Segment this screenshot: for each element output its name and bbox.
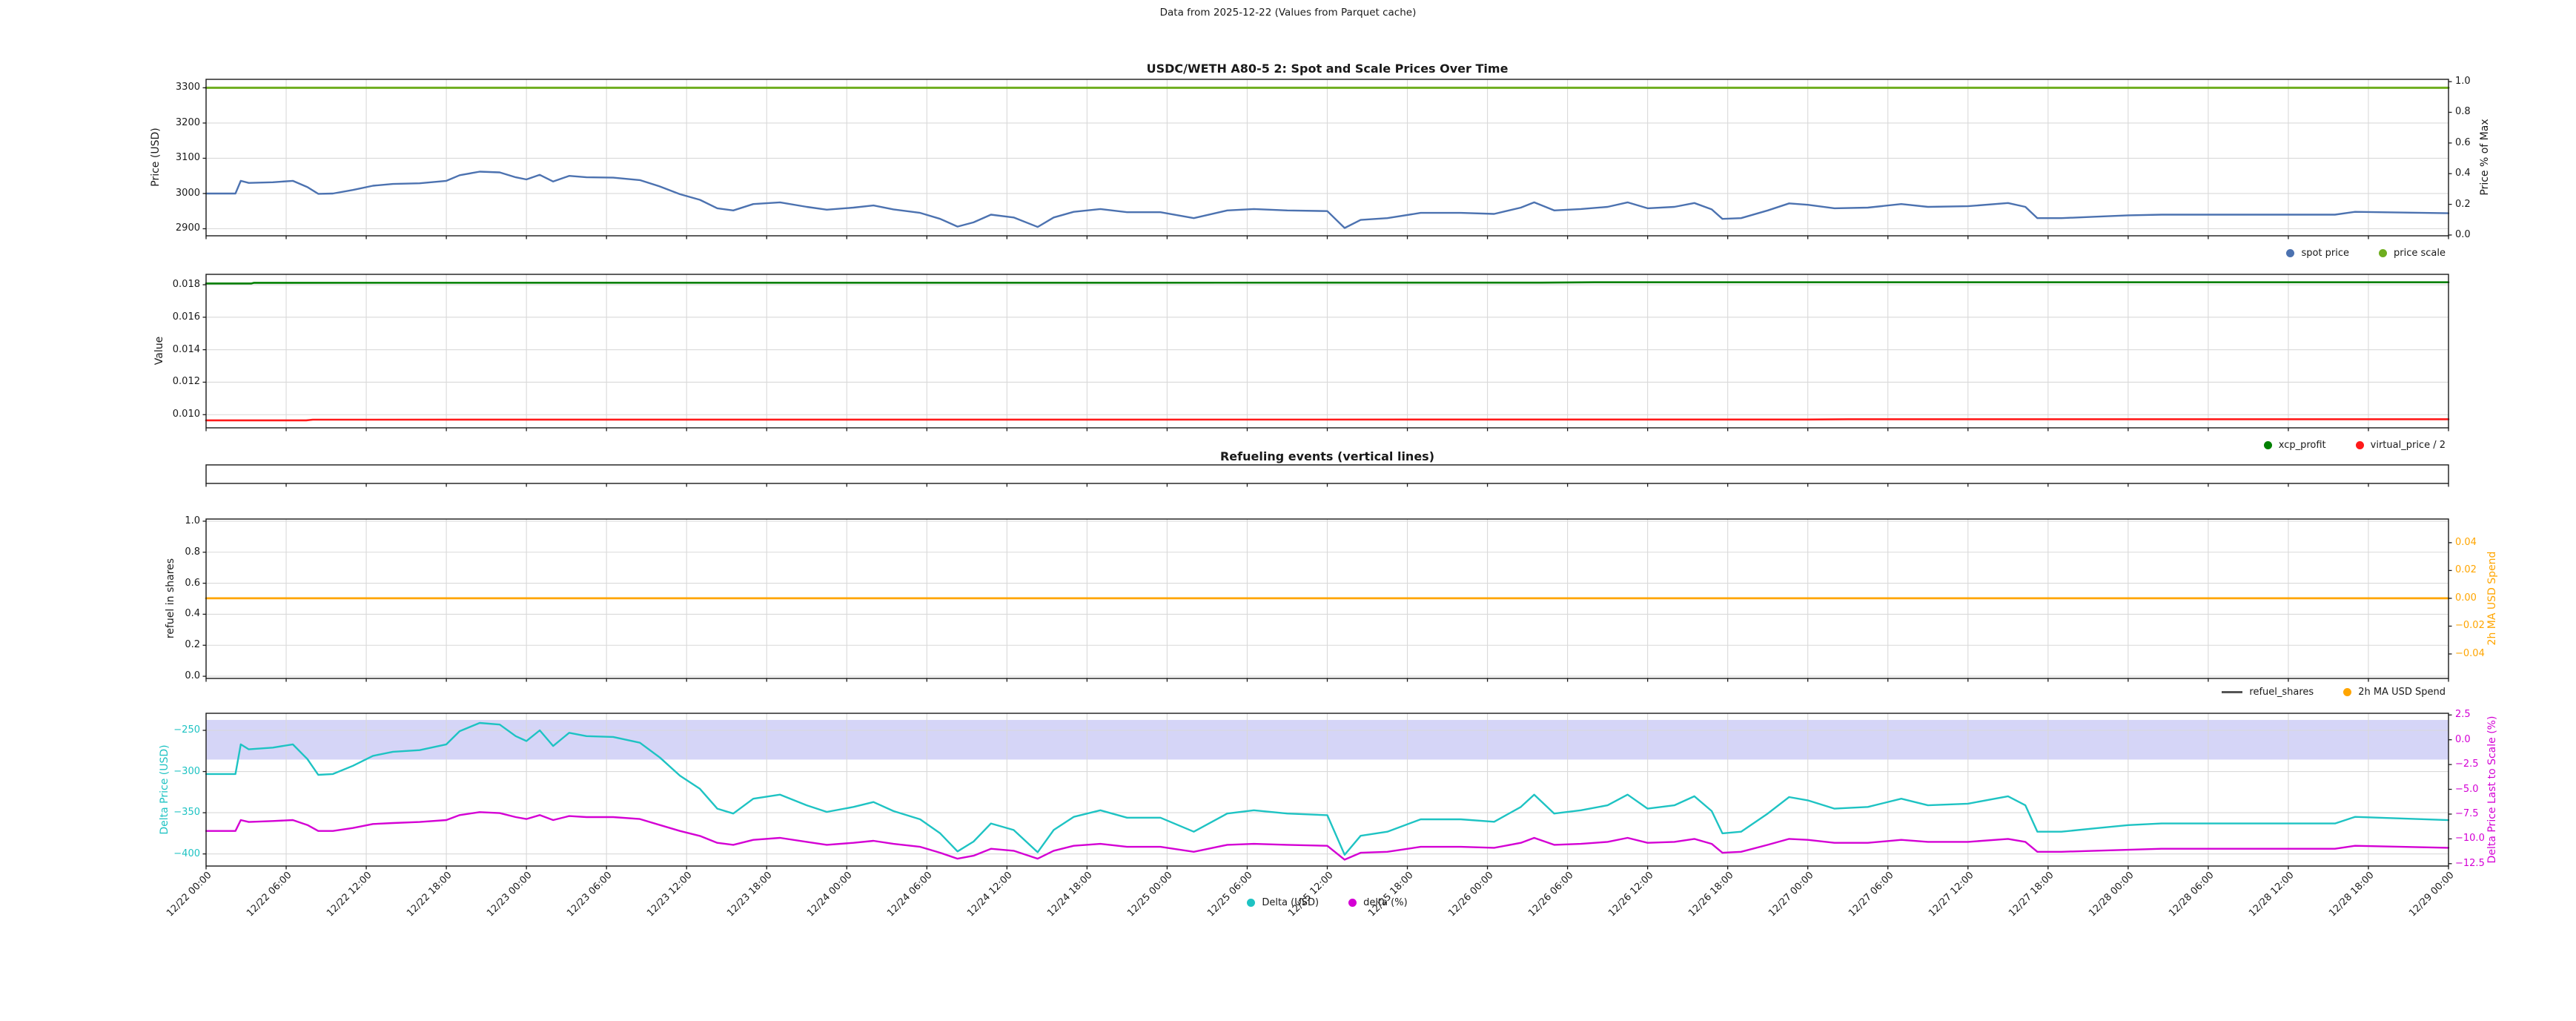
legend-dot-icon bbox=[2379, 248, 2388, 257]
legend-dot-icon bbox=[1247, 898, 1256, 907]
y-tick-label: 2.5 bbox=[2455, 709, 2471, 721]
y-tick-label: −10.0 bbox=[2455, 833, 2485, 845]
y-tick-label: −350 bbox=[173, 807, 200, 819]
legend-refuel: refuel_shares 2h MA USD Spend bbox=[2222, 684, 2446, 699]
y-tick-label: 0.6 bbox=[185, 577, 200, 589]
series-xcp-profit-line bbox=[205, 281, 2450, 285]
legend-dot-icon bbox=[2263, 440, 2272, 449]
legend-dot-icon bbox=[1348, 898, 1357, 907]
series-virtual-price-2-line bbox=[205, 418, 2450, 422]
y-tick-label: 0.02 bbox=[2455, 564, 2477, 576]
legend-item: delta (%) bbox=[1348, 897, 1408, 908]
y-tick-label: 1.0 bbox=[185, 515, 200, 526]
legend-item-label: refuel_shares bbox=[2249, 686, 2314, 698]
chart-spot-scale bbox=[202, 79, 2452, 239]
y-tick-label: 0.016 bbox=[172, 311, 200, 323]
figure-suptitle: Data from 2025-12-22 (Values from Parque… bbox=[1159, 7, 1417, 19]
y-tick-label: 0.010 bbox=[172, 409, 200, 420]
legend-delta: Delta (USD) delta (%) bbox=[206, 895, 2448, 910]
y-tick-label: 0.8 bbox=[185, 546, 200, 558]
legend-spot-scale: spot price price scale bbox=[2286, 245, 2446, 260]
y-tick-label: 3100 bbox=[175, 152, 200, 164]
y-tick-label: 0.018 bbox=[172, 279, 200, 291]
y-tick-label: 0.6 bbox=[2455, 136, 2471, 148]
y-tick-label: 0.04 bbox=[2455, 536, 2477, 548]
series-delta--line bbox=[205, 811, 2450, 861]
y-tick-label: −12.5 bbox=[2455, 857, 2485, 869]
y-tick-label: −5.0 bbox=[2455, 783, 2479, 795]
price-pct-of-max-axis-label: Price % of Max bbox=[2479, 119, 2491, 196]
y-tick-label: −0.04 bbox=[2455, 647, 2485, 659]
chart-refuel-shares bbox=[202, 518, 2452, 682]
legend-item: virtual_price / 2 bbox=[2355, 439, 2446, 451]
y-tick-label: 0.2 bbox=[185, 639, 200, 651]
y-tick-label: 0.00 bbox=[2455, 592, 2477, 604]
legend-item-label: xcp_profit bbox=[2278, 439, 2326, 451]
y-tick-label: 3200 bbox=[175, 116, 200, 128]
legend-item-label: delta (%) bbox=[1363, 896, 1408, 908]
legend-line-swatch-icon bbox=[2222, 690, 2243, 693]
delta-price-usd-axis-label: Delta Price (USD) bbox=[159, 744, 170, 835]
y-tick-label: −7.5 bbox=[2455, 807, 2479, 819]
legend-item-label: virtual_price / 2 bbox=[2370, 439, 2446, 451]
chart-refuel-events-title: Refueling events (vertical lines) bbox=[1219, 449, 1435, 463]
legend-item: price scale bbox=[2379, 248, 2446, 259]
legend-item: spot price bbox=[2286, 248, 2349, 259]
series-delta-usd--line bbox=[205, 721, 2450, 856]
legend-item-label: price scale bbox=[2394, 247, 2446, 259]
y-tick-label: 3300 bbox=[175, 82, 200, 93]
chart-refuel-events bbox=[205, 464, 2449, 487]
y-tick-label: 0.8 bbox=[2455, 106, 2471, 118]
y-tick-label: 0.012 bbox=[172, 376, 200, 388]
legend-item-label: spot price bbox=[2301, 247, 2350, 259]
chart-spot-scale-title: USDC/WETH A80-5 2: Spot and Scale Prices… bbox=[1146, 62, 1509, 76]
legend-dot-icon bbox=[2343, 687, 2352, 696]
y-tick-label: −0.02 bbox=[2455, 620, 2485, 632]
chart-value bbox=[202, 274, 2450, 432]
y-tick-label: 0.0 bbox=[2455, 228, 2471, 240]
y-tick-label: −400 bbox=[173, 847, 200, 859]
y-tick-label: 0.2 bbox=[2455, 198, 2471, 210]
y-tick-label: 0.4 bbox=[185, 608, 200, 620]
legend-item: xcp_profit bbox=[2263, 439, 2326, 451]
y-tick-label: 1.0 bbox=[2455, 76, 2471, 87]
y-tick-label: 2900 bbox=[175, 222, 200, 234]
y-tick-label: −250 bbox=[173, 724, 200, 736]
y-tick-label: −300 bbox=[173, 765, 200, 777]
legend-dot-icon bbox=[2286, 248, 2295, 257]
y-tick-label: 0.4 bbox=[2455, 168, 2471, 179]
legend-item-label: 2h MA USD Spend bbox=[2358, 686, 2446, 698]
legend-item: 2h MA USD Spend bbox=[2343, 687, 2446, 698]
legend-item: Delta (USD) bbox=[1247, 897, 1319, 908]
series-spot-price-line bbox=[205, 171, 2450, 229]
y-tick-label: 3000 bbox=[175, 187, 200, 199]
chart-delta bbox=[202, 713, 2452, 870]
y-tick-label: 0.014 bbox=[172, 343, 200, 355]
y-tick-label: 0.0 bbox=[185, 670, 200, 682]
y-tick-label: 0.0 bbox=[2455, 733, 2471, 745]
legend-value: xcp_profit virtual_price / 2 bbox=[2263, 437, 2446, 452]
legend-dot-icon bbox=[2355, 440, 2364, 449]
plot-border bbox=[205, 464, 2449, 484]
legend-item-label: Delta (USD) bbox=[1262, 896, 1320, 908]
legend-item: refuel_shares bbox=[2222, 687, 2314, 698]
y-tick-label: −2.5 bbox=[2455, 759, 2479, 770]
